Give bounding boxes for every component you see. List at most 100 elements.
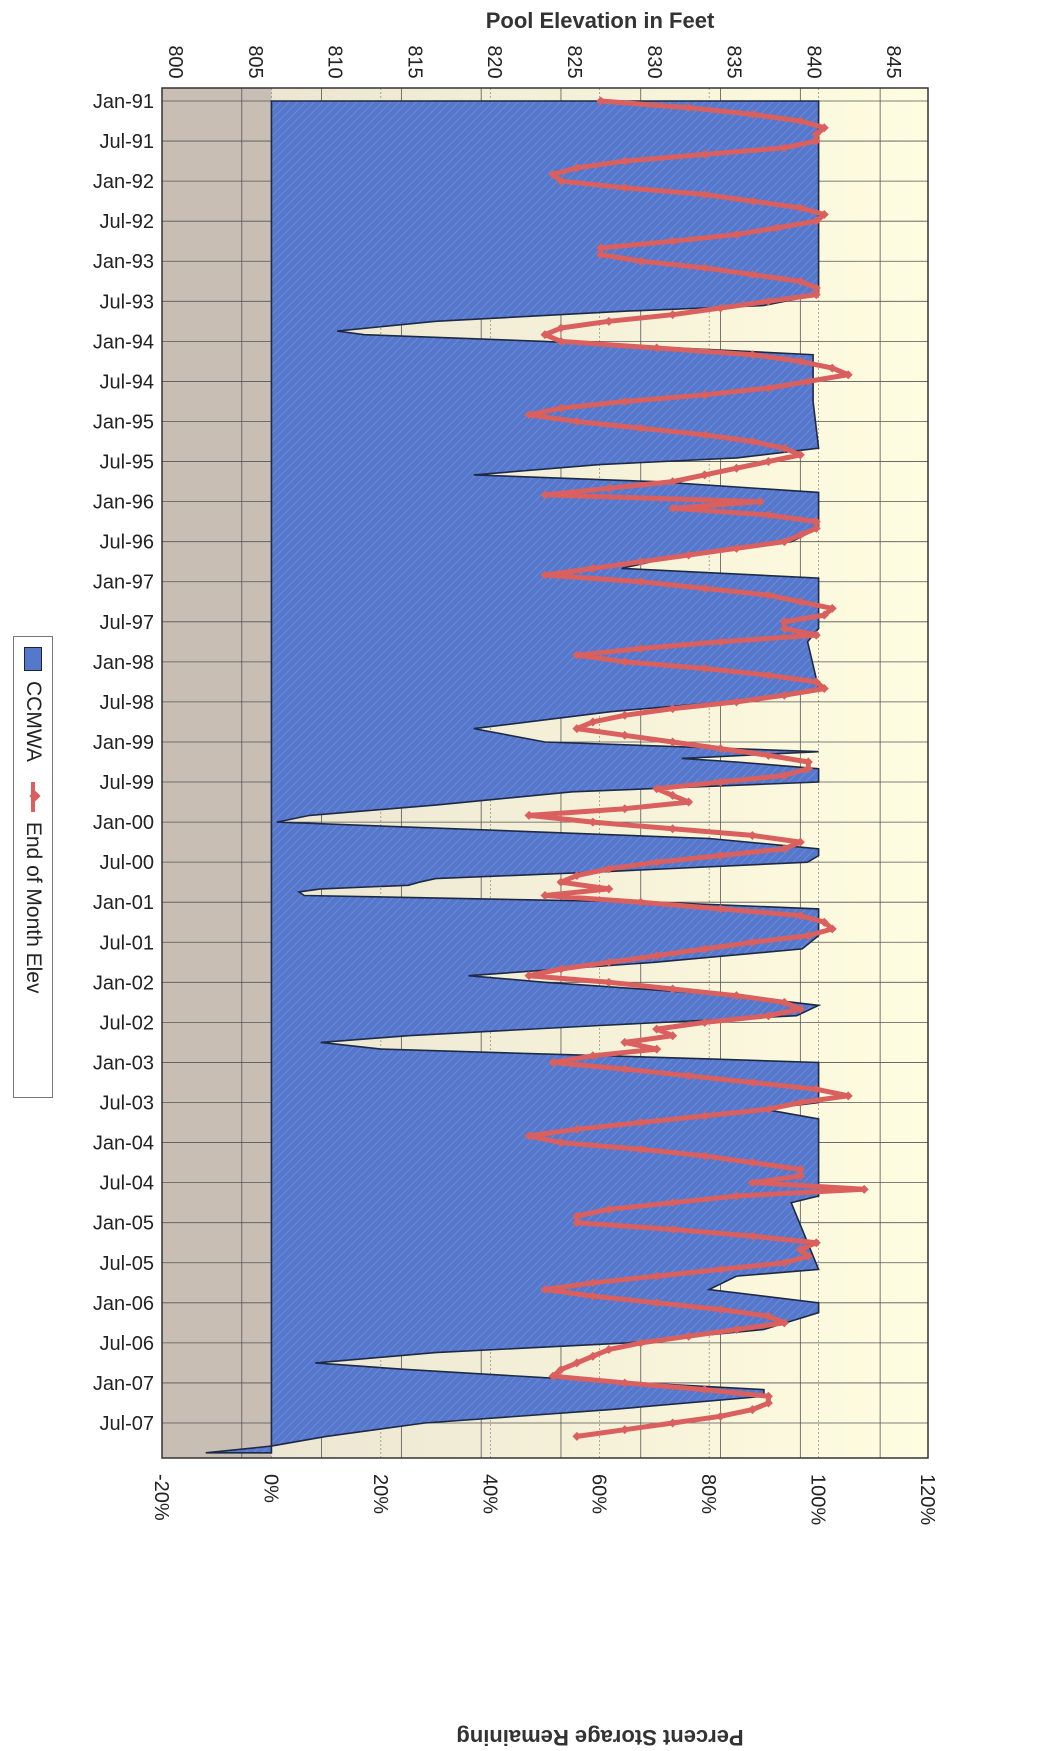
elev-point-84 (620, 657, 630, 667)
elev-point-111 (795, 837, 805, 847)
date-tick-25: Jul-03 (100, 1093, 154, 1115)
date-tick-23: Jul-02 (100, 1012, 154, 1034)
elevation-axis-title: Pool Elevation in Feet (486, 8, 715, 33)
elev-point-198 (668, 1418, 678, 1428)
date-tick-6: Jan-94 (93, 331, 154, 353)
elev-point-61 (668, 503, 678, 513)
legend-area-swatch (24, 647, 42, 671)
elev-point-106 (620, 804, 630, 814)
elev-point-86 (763, 670, 773, 680)
elev-point-59 (540, 490, 550, 500)
elev-point-15 (747, 196, 757, 206)
elev-point-170 (747, 1231, 757, 1241)
date-tick-3: Jul-92 (100, 211, 154, 233)
elev-point-102 (716, 777, 726, 787)
elev-point-72 (636, 577, 646, 587)
elev-point-140 (668, 1031, 678, 1041)
elev-point-200 (572, 1431, 582, 1441)
elev-point-4 (819, 123, 829, 133)
elev-point-113 (716, 850, 726, 860)
elev-point-174 (779, 1258, 789, 1268)
elev-point-89 (779, 690, 789, 700)
elev-point-112 (779, 844, 789, 854)
elev-point-152 (700, 1111, 710, 1121)
elev-point-17 (819, 210, 829, 220)
elev-point-137 (763, 1011, 773, 1021)
elevation-ticks: 800 805 810 815 820 825 830 835 840 845 (164, 45, 904, 78)
elev-point-26 (747, 270, 757, 280)
elev-point-151 (763, 1104, 773, 1114)
elev-point-97 (716, 744, 726, 754)
elev-point-24 (636, 256, 646, 266)
pct-tick-6: 100% (807, 1474, 829, 1525)
elev-point-31 (716, 303, 726, 313)
elev-point-149 (843, 1091, 853, 1101)
elev-point-0 (596, 96, 606, 106)
date-tick-12: Jan-97 (93, 572, 154, 594)
date-tick-2: Jan-92 (93, 171, 154, 193)
elev-point-167 (572, 1211, 582, 1221)
end-of-month-elev-line (524, 96, 869, 1441)
elev-point-95 (620, 730, 630, 740)
date-tick-33: Jul-07 (100, 1413, 154, 1435)
elev-point-121 (716, 904, 726, 914)
elev-point-14 (700, 189, 710, 199)
elev-point-134 (732, 991, 741, 1001)
date-tick-17: Jul-99 (100, 772, 154, 794)
elev-point-171 (811, 1238, 821, 1248)
date-tick-11: Jul-96 (100, 532, 154, 554)
elev-point-90 (732, 697, 741, 707)
elev-point-7 (779, 143, 789, 153)
elev-point-6 (811, 136, 821, 146)
elev-point-162 (747, 1178, 757, 1188)
pct-tick-7: 120% (916, 1474, 938, 1525)
elev-point-120 (636, 897, 646, 907)
elev-point-21 (668, 236, 678, 246)
elev-point-180 (652, 1298, 662, 1308)
elev-tick-810: 810 (324, 45, 346, 78)
elev-point-56 (700, 470, 710, 480)
elev-point-25 (700, 263, 710, 273)
elev-point-164 (732, 1191, 741, 1201)
elev-point-103 (652, 784, 662, 794)
elev-tick-800: 800 (164, 45, 186, 78)
elev-point-69 (636, 557, 646, 567)
elev-point-22 (596, 243, 606, 253)
elev-point-16 (795, 203, 805, 213)
elev-point-71 (540, 570, 550, 580)
elev-point-68 (684, 550, 694, 560)
elev-point-143 (588, 1051, 598, 1061)
elev-point-160 (795, 1164, 805, 1174)
elev-point-197 (716, 1411, 726, 1421)
elev-point-27 (795, 276, 805, 286)
elev-point-141 (620, 1037, 630, 1047)
elev-point-163 (859, 1184, 869, 1194)
date-tick-10: Jan-96 (93, 492, 154, 514)
elev-point-176 (652, 1271, 662, 1281)
pct-tick-0: -20% (150, 1474, 172, 1521)
pct-tick-4: 60% (588, 1474, 610, 1514)
elev-point-142 (652, 1044, 662, 1054)
date-tick-27: Jul-04 (100, 1173, 154, 1195)
percent-ticks: -20% 0% 20% 40% 60% 80% 100% 120% (150, 1474, 938, 1525)
elev-point-147 (747, 1077, 757, 1087)
date-tick-16: Jan-99 (93, 732, 154, 754)
elev-point-105 (684, 797, 694, 807)
elev-tick-815: 815 (403, 45, 425, 78)
percent-axis-title: Percent Storage Remaining (456, 1725, 743, 1750)
elev-point-87 (811, 677, 821, 687)
elev-point-9 (620, 156, 630, 166)
date-tick-20: Jan-01 (93, 892, 154, 914)
elev-point-125 (803, 931, 813, 941)
elev-point-73 (700, 583, 710, 593)
elev-point-58 (604, 483, 614, 493)
elev-tick-845: 845 (882, 45, 904, 78)
elev-point-39 (795, 356, 805, 366)
date-tick-32: Jan-07 (93, 1373, 154, 1395)
elev-point-186 (636, 1338, 646, 1348)
elev-point-190 (556, 1365, 566, 1375)
pct-tick-1: 0% (259, 1474, 281, 1503)
elev-point-74 (763, 590, 773, 600)
elev-point-8 (700, 149, 710, 159)
elev-point-169 (668, 1224, 678, 1234)
